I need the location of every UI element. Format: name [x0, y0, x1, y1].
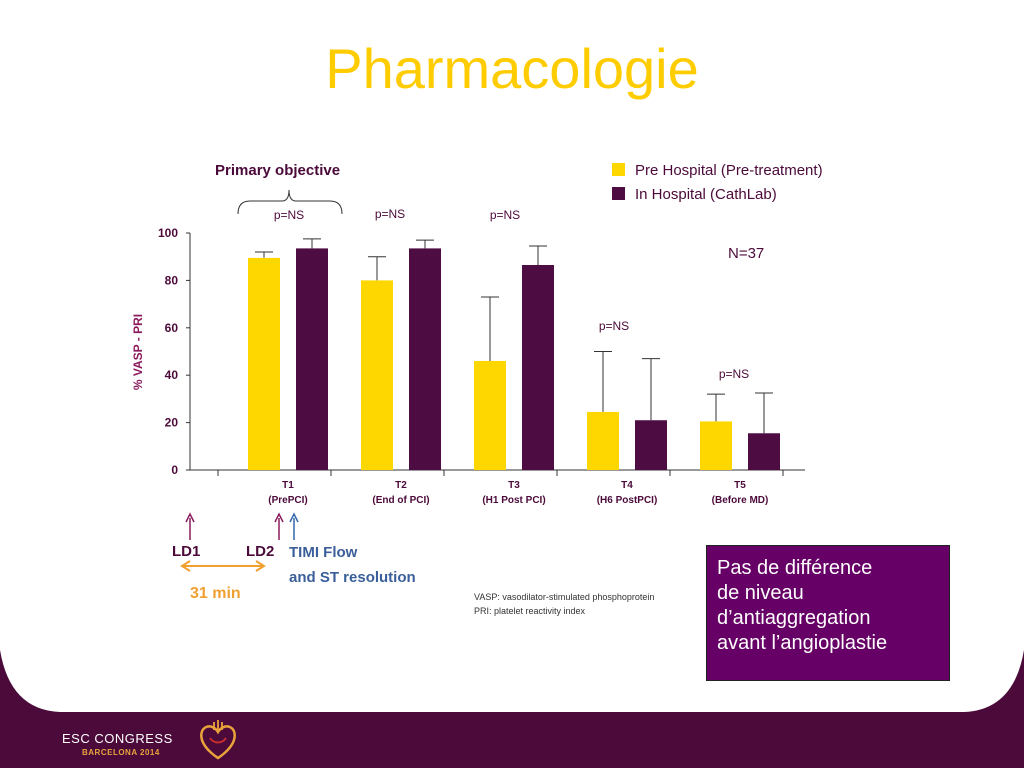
interval-label: 31 min	[190, 585, 241, 602]
bar	[522, 264, 554, 470]
esc-congress-heart-logo-icon	[200, 720, 236, 760]
bar	[248, 257, 280, 470]
x-tick-label: T5	[734, 480, 746, 491]
y-tick-label: 40	[165, 368, 179, 382]
bar	[474, 360, 506, 470]
timi-arrow-head	[289, 512, 299, 523]
bar	[587, 411, 619, 470]
p-value-label: p=NS	[490, 208, 520, 222]
x-tick-label: T2	[395, 480, 407, 491]
vasp-pri-bar-chart: 0 20 40 60 80 100 % VASP - PRI T1 (PrePCI) T2 (End…	[131, 162, 823, 616]
ld2-arrow-head	[274, 512, 284, 523]
callout-line: avant l’angioplastie	[717, 632, 888, 654]
legend-swatch	[612, 187, 625, 200]
p-value-label: p=NS	[599, 319, 629, 333]
footer-wave	[0, 650, 1024, 720]
callout-line: d’antiaggregation	[717, 607, 871, 629]
primary-objective-label: Primary objective	[215, 162, 340, 179]
y-tick-label: 0	[171, 463, 178, 477]
congress-name: ESC CONGRESS	[62, 731, 173, 746]
legend-label: In Hospital (CathLab)	[635, 186, 777, 203]
abbreviation-note: PRI: platelet reactivity index	[474, 606, 586, 616]
bar	[361, 280, 393, 470]
x-tick-label: T3	[508, 480, 520, 491]
y-tick-label: 100	[158, 226, 178, 240]
x-tick-sublabel: (PrePCI)	[268, 495, 307, 506]
bar	[635, 420, 667, 470]
x-tick-label: T4	[621, 480, 633, 491]
interval-arrow-right	[255, 560, 266, 572]
bar	[748, 433, 780, 470]
primary-objective-brace	[237, 189, 343, 215]
sample-size-label: N=37	[728, 245, 764, 262]
y-tick-label: 20	[165, 416, 179, 430]
bar	[296, 248, 328, 470]
ld1-arrow-head	[185, 512, 195, 523]
x-tick-sublabel: (End of PCI)	[372, 495, 429, 506]
timi-flow-label: TIMI Flow	[289, 544, 358, 561]
y-tick-label: 60	[165, 321, 179, 335]
bar	[409, 248, 441, 470]
p-value-label: p=NS	[719, 367, 749, 381]
legend-label: Pre Hospital (Pre-treatment)	[635, 162, 823, 179]
x-tick-sublabel: (H6 PostPCI)	[597, 495, 658, 506]
abbreviation-note: VASP: vasodilator-stimulated phosphoprot…	[474, 592, 654, 602]
y-tick-label: 80	[165, 273, 179, 287]
y-axis-label: % VASP - PRI	[131, 314, 145, 390]
bar	[700, 421, 732, 470]
legend-swatch	[612, 163, 625, 176]
congress-city: BARCELONA 2014	[82, 748, 160, 757]
x-tick-sublabel: (H1 Post PCI)	[482, 495, 545, 506]
p-value-label: p=NS	[375, 207, 405, 221]
x-tick-label: T1	[282, 480, 294, 491]
slide-title: Pharmacologie	[325, 37, 699, 100]
footer-bar	[0, 712, 1024, 768]
callout-line: de niveau	[717, 582, 804, 604]
st-resolution-label: and ST resolution	[289, 569, 416, 586]
ld2-label: LD2	[246, 543, 274, 560]
p-value-label: p=NS	[274, 208, 304, 222]
ld1-label: LD1	[172, 543, 200, 560]
conclusion-callout: Pas de différence de niveau d’antiaggreg…	[706, 545, 950, 681]
callout-line: Pas de différence	[717, 557, 873, 579]
interval-arrow-left	[180, 560, 191, 572]
x-tick-sublabel: (Before MD)	[712, 495, 769, 506]
